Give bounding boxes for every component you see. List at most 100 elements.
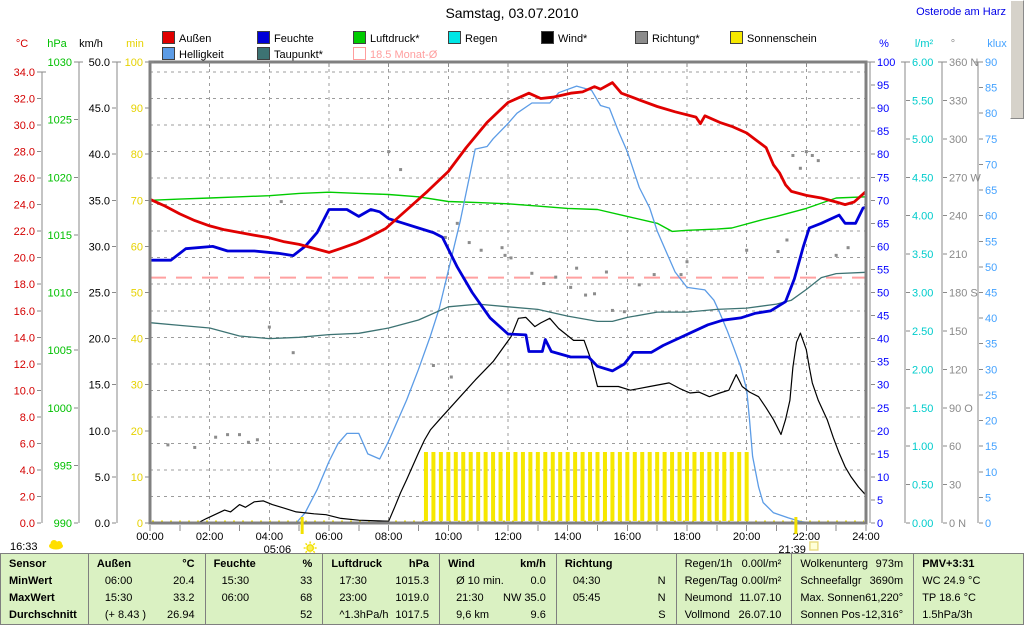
chart-plot: °C 0.0 2.0 4.0 6.0 8.0 10.0 12.0 14.0 16.0 18.0 20.… xyxy=(10,38,1007,553)
axis-tick-label: 990 xyxy=(54,518,72,530)
table-row: 05:45 N xyxy=(557,590,676,607)
sunshine-bar xyxy=(438,452,443,521)
axis-tick-label: 80 xyxy=(131,149,143,161)
sunrise-icon xyxy=(303,541,317,553)
direction-dot xyxy=(443,235,447,239)
direction-dot xyxy=(291,351,295,355)
legend-item-helligkeit: Helligkeit xyxy=(162,47,224,61)
table-cell-value: 11.07.10 xyxy=(739,592,782,604)
table-row: Sensor xyxy=(1,556,88,573)
sunshine-bar xyxy=(677,452,682,521)
table-cell-label: 17:30 xyxy=(339,575,367,587)
axis-tick-label: 120 xyxy=(949,364,967,376)
sunshine-bar xyxy=(685,452,689,521)
table-row: S xyxy=(557,607,676,624)
table-column: Luftdruck hPa 17:30 1015.3 23:00 1019.0 ^1.3hP… xyxy=(323,554,441,624)
table-row: Ø 10 min. 0.0 xyxy=(440,573,556,590)
axis-tick-label: 0 N xyxy=(949,518,966,530)
axis-tick-label: 1.50 xyxy=(912,403,933,415)
direction-dot xyxy=(604,270,608,274)
axis-tick-label: 24.0 xyxy=(14,200,35,212)
legend-item-aussen: Außen xyxy=(162,31,211,45)
scrollbar-thumb[interactable] xyxy=(1010,0,1024,119)
axis-unit-label: min xyxy=(126,38,144,50)
sunshine-bar xyxy=(446,452,451,521)
sunshine-bar xyxy=(483,452,488,521)
axis-tick-label: 20 xyxy=(985,416,997,428)
x-tick-label: 08:00 xyxy=(375,531,403,543)
axis-tick-label: 40 xyxy=(131,334,143,346)
direction-dot xyxy=(810,153,814,157)
direction-dot xyxy=(255,438,259,442)
direction-dot xyxy=(238,433,241,437)
axis-hum: % 0 5 10 15 20 25 30 35 40 45 50 55 60 65 70 75 80 85 90 95 1… xyxy=(866,38,895,530)
sunshine-bar xyxy=(498,452,503,521)
sunshine-bar xyxy=(662,452,667,521)
axis-tick-label: 30 xyxy=(131,380,143,392)
table-row: MinWert xyxy=(1,573,88,590)
axis-tick-label: 60 xyxy=(877,241,889,253)
sunshine-bar xyxy=(573,452,578,521)
axis-tick-label: 20.0 xyxy=(89,334,110,346)
sun-marker xyxy=(300,517,304,534)
table-cell-label: Wind xyxy=(448,558,475,570)
axis-tick-label: 1025 xyxy=(48,115,72,127)
table-cell-value: km/h xyxy=(520,558,546,570)
axis-tick-label: 270 W xyxy=(949,172,981,184)
file-time-label: 16:33 xyxy=(10,541,38,553)
sunshine-bar xyxy=(707,452,712,521)
axis-tick-label: 45 xyxy=(877,311,889,323)
table-cell-label: 04:30 xyxy=(572,575,601,587)
direction-dot xyxy=(846,246,850,250)
axis-tick-label: 1030 xyxy=(48,57,72,69)
axis-tick-label: 3.00 xyxy=(912,288,933,300)
direction-dot xyxy=(500,246,504,250)
table-row: Max. Sonnen 61,220° xyxy=(792,590,913,607)
axis-tick-label: 40 xyxy=(877,334,889,346)
axis-tick-label: 34.0 xyxy=(14,67,35,79)
direction-dot xyxy=(226,433,230,437)
axis-tick-label: 12.0 xyxy=(14,359,35,371)
legend-label: Regen xyxy=(465,33,498,45)
axis-tick-label: 4.50 xyxy=(912,172,933,184)
table-cell-label: Regen/1h xyxy=(684,558,733,570)
legend-swatch-luftdruck xyxy=(353,31,366,44)
axis-tick-label: 30.0 xyxy=(14,120,35,132)
table-cell-value: N xyxy=(657,575,666,587)
table-cell-value: 9.6 xyxy=(530,609,546,621)
axis-tick-label: 22.0 xyxy=(14,226,35,238)
axis-tick-label: 50 xyxy=(985,262,997,274)
axis-unit-label: km/h xyxy=(79,38,103,50)
table-cell-value: 20.4 xyxy=(173,575,195,587)
sunshine-bar xyxy=(461,452,466,521)
axis-tick-label: 4.0 xyxy=(20,465,35,477)
table-cell-value: NW 35.0 xyxy=(503,592,546,604)
table-cell-label: Wolkenunterg xyxy=(800,558,868,570)
axis-klux: klux 0 5 10 15 20 25 30 35 40 45 50 55 60 65 70 75 80 85 90 xyxy=(974,38,1007,530)
direction-dot xyxy=(509,256,513,260)
table-row: TP 18.6 °C xyxy=(914,590,1023,607)
table-row: Vollmond 26.07.10 xyxy=(677,607,792,624)
axis-dir: ° 0 N 30 60 90 O 120 150 180 S 210 240 270 W 300 330… xyxy=(938,38,981,530)
axis-tick-label: 210 xyxy=(949,249,967,261)
table-cell-value: 3690m xyxy=(869,575,904,587)
table-cell-label: Max. Sonnen xyxy=(800,592,866,604)
axis-tick-label: 65 xyxy=(985,185,997,197)
table-cell-label: 1.5hPa/3h xyxy=(922,609,973,621)
axis-tick-label: 90 xyxy=(131,103,143,115)
direction-dot xyxy=(685,260,689,264)
legend-item-monatsavg: 18.5 Monat-Ø xyxy=(353,47,437,61)
table-cell-label: 9,6 km xyxy=(456,609,490,621)
axis-tick-label: 95 xyxy=(877,80,889,92)
page-title: Samstag, 03.07.2010 xyxy=(445,5,579,21)
legend-label: Taupunkt* xyxy=(274,49,323,61)
sun-time-labels: 16:33 05:06 21:39 xyxy=(10,540,819,553)
sunshine-bar xyxy=(737,452,742,521)
table-cell-label: Feuchte xyxy=(213,558,256,570)
table-cell-value: 61,220° xyxy=(865,592,904,604)
axis-tick-label: 1005 xyxy=(48,345,72,357)
table-row: 06:00 68 xyxy=(206,590,323,607)
axis-tick-label: 240 xyxy=(949,211,967,223)
axis-tick-label: 25 xyxy=(985,390,997,402)
